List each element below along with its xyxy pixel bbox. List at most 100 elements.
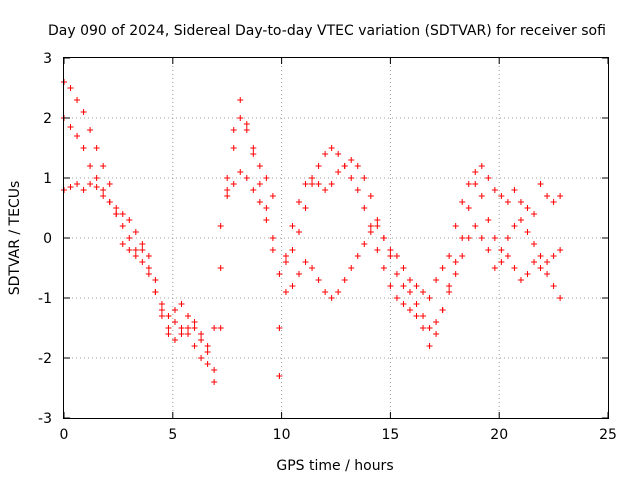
- series-track-c: [61, 79, 564, 385]
- data-point: [328, 295, 335, 301]
- data-point: [158, 307, 165, 313]
- data-point: [420, 325, 427, 331]
- data-point: [276, 373, 283, 379]
- data-point: [524, 229, 531, 235]
- data-point: [132, 247, 139, 253]
- data-point: [478, 163, 485, 169]
- data-point: [217, 265, 224, 271]
- data-point: [269, 247, 276, 253]
- data-point: [250, 151, 257, 157]
- data-point: [139, 241, 146, 247]
- data-point: [152, 289, 159, 295]
- y-tick-label: -3: [38, 411, 52, 427]
- data-point: [361, 205, 368, 211]
- data-point: [67, 184, 74, 190]
- data-point: [485, 217, 492, 223]
- data-point: [139, 247, 146, 253]
- y-tick-label: 3: [43, 51, 52, 67]
- data-point: [335, 169, 342, 175]
- data-point: [309, 181, 316, 187]
- data-point: [106, 199, 113, 205]
- data-point: [145, 271, 152, 277]
- data-point: [263, 175, 270, 181]
- data-point: [537, 253, 544, 259]
- data-point: [296, 229, 303, 235]
- data-point: [198, 355, 205, 361]
- data-point: [504, 235, 511, 241]
- data-point: [550, 199, 557, 205]
- data-point: [426, 325, 433, 331]
- data-point: [237, 169, 244, 175]
- data-point: [459, 199, 466, 205]
- data-point: [367, 223, 374, 229]
- y-tick-label: 1: [43, 171, 52, 187]
- data-point: [511, 223, 518, 229]
- y-tick-label: -1: [38, 291, 52, 307]
- data-point: [119, 223, 126, 229]
- data-point: [230, 145, 237, 151]
- data-point: [478, 235, 485, 241]
- data-point: [420, 313, 427, 319]
- data-point: [100, 187, 107, 193]
- data-point: [315, 277, 322, 283]
- data-point: [426, 343, 433, 349]
- data-point: [87, 127, 94, 133]
- data-point: [152, 277, 159, 283]
- data-point: [439, 265, 446, 271]
- data-point: [380, 235, 387, 241]
- data-point: [504, 253, 511, 259]
- data-point: [276, 271, 283, 277]
- data-point: [165, 331, 172, 337]
- data-point: [211, 325, 218, 331]
- x-axis-label: GPS time / hours: [276, 458, 393, 474]
- y-tick-label: 0: [43, 231, 52, 247]
- data-point: [322, 151, 329, 157]
- data-point: [465, 235, 472, 241]
- data-point: [406, 277, 413, 283]
- data-point: [309, 175, 316, 181]
- data-point: [524, 205, 531, 211]
- data-point: [237, 115, 244, 121]
- data-point: [433, 331, 440, 337]
- data-point: [478, 193, 485, 199]
- data-point: [204, 361, 211, 367]
- data-point: [224, 175, 231, 181]
- data-point: [537, 265, 544, 271]
- data-point: [158, 313, 165, 319]
- data-point: [185, 325, 192, 331]
- data-point: [67, 124, 74, 130]
- data-point: [511, 265, 518, 271]
- data-point: [165, 325, 172, 331]
- data-point: [348, 157, 355, 163]
- data-point: [80, 187, 87, 193]
- chart-title: Day 090 of 2024, Sidereal Day-to-day VTE…: [48, 23, 606, 39]
- data-point: [387, 247, 394, 253]
- data-point: [243, 121, 250, 127]
- data-point: [198, 337, 205, 343]
- data-point: [282, 253, 289, 259]
- data-point: [322, 187, 329, 193]
- data-point: [289, 247, 296, 253]
- data-point: [406, 289, 413, 295]
- data-point: [374, 247, 381, 253]
- data-point: [165, 313, 172, 319]
- data-point: [354, 163, 361, 169]
- data-point: [269, 193, 276, 199]
- data-point: [256, 199, 263, 205]
- data-point: [524, 271, 531, 277]
- data-point: [93, 145, 100, 151]
- data-point: [204, 343, 211, 349]
- data-point: [328, 181, 335, 187]
- data-point: [374, 217, 381, 223]
- x-tick-label: 20: [490, 427, 508, 443]
- data-point: [367, 229, 374, 235]
- data-point: [250, 145, 257, 151]
- data-point: [517, 199, 524, 205]
- data-point: [531, 259, 538, 265]
- data-point: [361, 241, 368, 247]
- data-point: [406, 307, 413, 313]
- data-point: [446, 283, 453, 289]
- data-point: [309, 265, 316, 271]
